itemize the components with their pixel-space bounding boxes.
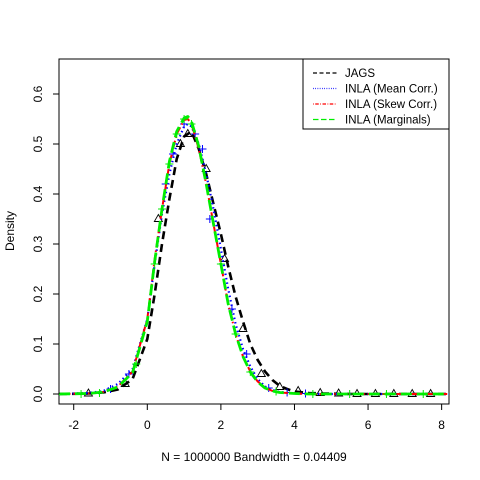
series-marker	[172, 130, 181, 138]
series-marker	[315, 387, 326, 396]
legend-label: JAGS	[345, 68, 375, 80]
series-marker	[382, 390, 391, 398]
series-marker	[182, 128, 193, 137]
series-marker	[165, 160, 174, 168]
y-tick-label: 0.2	[31, 285, 45, 302]
series-marker	[419, 390, 428, 398]
legend-label: INLA (Marginals)	[345, 115, 431, 127]
series-jags	[59, 128, 449, 397]
legend-box	[302, 58, 450, 130]
y-tick-label: 0.0	[31, 385, 45, 402]
y-tick-label: 0.3	[31, 235, 45, 252]
x-axis-label: N = 1000000 Bandwidth = 0.04409	[161, 450, 347, 464]
series-marker	[308, 390, 317, 398]
legend-label: INLA (Skew Corr.)	[345, 99, 437, 111]
series-marker	[180, 115, 189, 123]
y-tick-label: 0.6	[31, 85, 45, 102]
series-inla-marginals	[59, 115, 449, 398]
x-tick-label: 6	[365, 418, 372, 432]
y-axis: 0.0 0.1 0.2 0.3 0.4 0.5 0.6	[31, 85, 60, 402]
series-marker	[345, 390, 354, 398]
series-marker	[187, 120, 196, 128]
series-marker	[150, 260, 159, 268]
x-tick-label: 0	[144, 418, 151, 432]
y-tick-label: 0.5	[31, 135, 45, 152]
series-marker	[95, 389, 104, 397]
series-line	[59, 130, 449, 396]
series-marker	[238, 323, 248, 332]
series-marker	[242, 350, 251, 358]
series-marker	[333, 388, 344, 397]
legend-label: INLA (Mean Corr.)	[345, 84, 438, 96]
series-line	[59, 115, 449, 396]
x-tick-label: -2	[68, 418, 79, 432]
series-marker	[175, 138, 186, 147]
y-tick-label: 0.1	[31, 335, 45, 352]
x-tick-label: 2	[218, 418, 225, 432]
series-marker	[256, 368, 267, 377]
series-inla-mean-corr	[59, 120, 449, 398]
series-marker	[77, 390, 86, 398]
y-tick-label: 0.4	[31, 185, 45, 202]
series-marker	[198, 145, 207, 153]
series-marker	[272, 387, 281, 396]
series-marker	[231, 330, 240, 338]
series-marker	[219, 253, 230, 262]
y-axis-label: Density	[3, 211, 17, 251]
series-marker	[274, 381, 285, 390]
series-marker	[132, 360, 141, 368]
series-marker	[246, 368, 255, 376]
series-marker	[216, 260, 225, 268]
x-axis: -2 0 2 4 6 8	[68, 403, 445, 432]
x-tick-label: 8	[438, 418, 445, 432]
series-marker	[158, 205, 167, 213]
legend: JAGS INLA (Mean Corr.) INLA (Skew Corr.) IN…	[302, 58, 450, 130]
series-layer	[59, 115, 449, 398]
x-tick-label: 4	[291, 418, 298, 432]
